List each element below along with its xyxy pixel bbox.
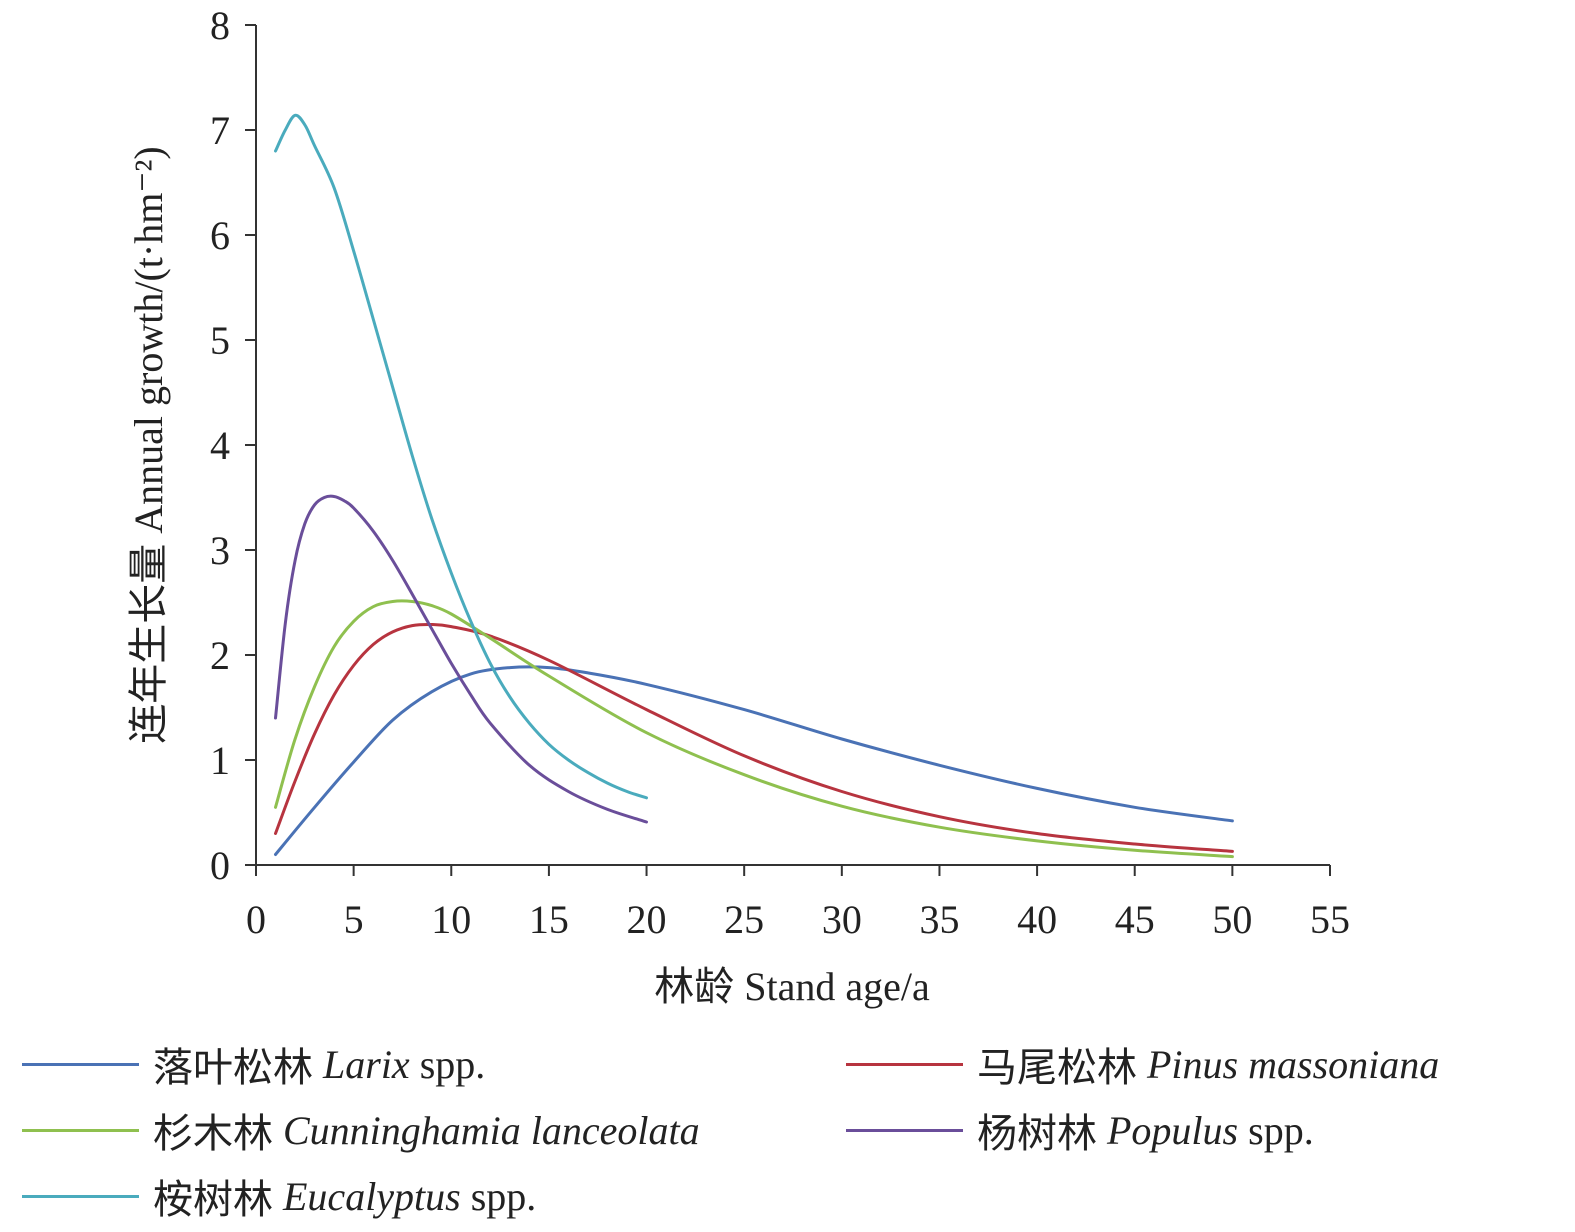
legend: 落叶松林 Larix spp. 马尾松林 Pinus massoniana 杉木… [0,1030,1575,1230]
legend-item-eucalyptus: 桉树林 Eucalyptus spp. [22,1166,536,1226]
plot-area [274,113,1234,859]
legend-label-cn: 落叶松林 [153,1045,313,1090]
legend-item-cunninghamia: 杉木林 Cunninghamia lanceolata [22,1100,710,1160]
series-line-populus [274,494,648,824]
y-tick-label: 0 [210,843,230,888]
y-tick-label: 6 [210,213,230,258]
x-tick-label: 40 [1017,897,1057,942]
x-tick-label: 45 [1115,897,1155,942]
x-tick-label: 20 [627,897,667,942]
legend-swatch-eucalyptus [22,1194,139,1198]
series-line-eucalyptus [274,113,648,800]
legend-label-sci: Populus [1107,1107,1239,1153]
legend-label-cn: 马尾松林 [977,1045,1137,1090]
series-line-larix [274,665,1234,856]
legend-label-sci: Cunninghamia lanceolata [283,1107,700,1153]
legend-swatch-larix [22,1062,139,1066]
x-axis-title: 林龄 Stand age/a [654,964,930,1009]
y-axis-title: 连年生长量 Annual growth/(t·hm⁻²) [126,146,171,743]
legend-swatch-populus [846,1128,963,1132]
x-tick-label: 25 [724,897,764,942]
y-tick-label: 4 [210,423,230,468]
y-tick-label: 3 [210,528,230,573]
y-tick-label: 5 [210,318,230,363]
legend-label-suffix: spp. [470,1173,537,1219]
legend-label-cn: 杨树林 [977,1111,1097,1156]
legend-label-sci: Larix [323,1041,410,1087]
legend-swatch-pinus [846,1062,963,1066]
y-tick-label: 8 [210,3,230,48]
x-tick-label: 55 [1310,897,1350,942]
y-tick-label: 1 [210,738,230,783]
x-tick-label: 0 [246,897,266,942]
x-tick-label: 5 [344,897,364,942]
legend-label-cn: 桉树林 [153,1177,273,1222]
x-tick-label: 15 [529,897,569,942]
legend-item-populus: 杨树林 Populus spp. [846,1100,1314,1160]
x-tick-label: 30 [822,897,862,942]
x-tick-label: 35 [919,897,959,942]
legend-label-suffix: spp. [419,1041,486,1087]
legend-label-suffix: spp. [1248,1107,1314,1153]
x-tick-label: 50 [1212,897,1252,942]
legend-label-sci: Pinus massoniana [1147,1041,1440,1087]
series-line-pinus [274,622,1234,853]
legend-item-pinus: 马尾松林 Pinus massoniana [846,1034,1449,1094]
legend-item-larix: 落叶松林 Larix spp. [22,1034,485,1094]
y-tick-label: 2 [210,633,230,678]
x-tick-label: 10 [431,897,471,942]
legend-label-cn: 杉木林 [153,1111,273,1156]
y-tick-label: 7 [210,108,230,153]
legend-swatch-cunninghamia [22,1128,139,1132]
series-line-cunninghamia [274,599,1234,859]
legend-label-sci: Eucalyptus [283,1173,461,1219]
